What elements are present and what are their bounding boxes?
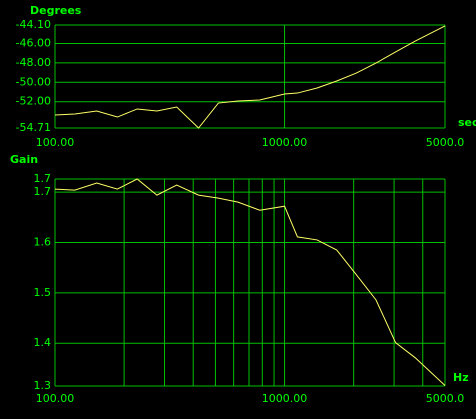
y-tick-label: 1.5 xyxy=(34,286,52,299)
y-tick-label: -52.00 xyxy=(16,95,51,108)
y-tick-label: -46.00 xyxy=(16,36,51,49)
x-tick-label: 1000.00 xyxy=(262,392,308,405)
y-tick-label: 1.7 xyxy=(34,185,52,198)
y-tick-label: 1.3 xyxy=(34,379,52,392)
y-tick-label: -48.00 xyxy=(16,56,51,69)
x-tick-label: 100.00 xyxy=(36,136,75,149)
y-axis-label: Gain xyxy=(10,153,38,166)
y-tick-label: -54.71 xyxy=(16,121,51,134)
y-tick-label: 1.7 xyxy=(34,172,52,185)
y-tick-label: 1.4 xyxy=(34,336,52,349)
y-tick-label: -50.00 xyxy=(16,75,51,88)
x-tick-label: 5000.0 xyxy=(426,392,465,405)
x-axis-label: sec xyxy=(458,116,476,129)
x-tick-label: 5000.0 xyxy=(426,136,465,149)
x-tick-label: 100.00 xyxy=(36,392,75,405)
x-tick-label: 1000.00 xyxy=(262,136,308,149)
data-line xyxy=(54,25,446,129)
x-axis-label: Hz xyxy=(453,371,469,384)
data-line xyxy=(54,178,446,386)
y-tick-label: -44.10 xyxy=(16,18,51,31)
y-tick-label: 1.6 xyxy=(34,235,52,248)
y-axis-label: Degrees xyxy=(30,4,82,17)
